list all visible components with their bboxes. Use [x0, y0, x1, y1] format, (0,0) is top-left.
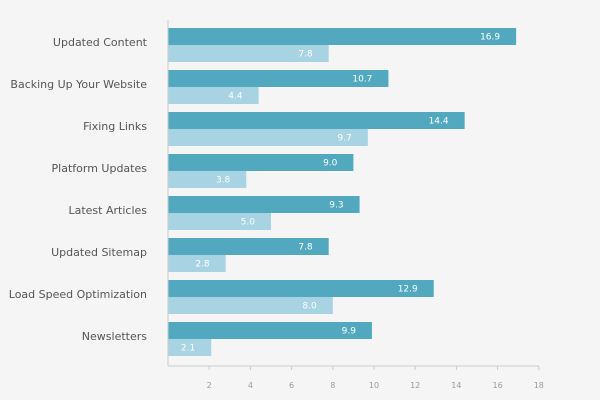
bar-series-1: [168, 70, 389, 87]
x-tick-label: 18: [534, 381, 544, 390]
bar-series-2: [168, 213, 271, 230]
bar-value-label: 12.9: [398, 285, 418, 295]
bar-series-1: [168, 322, 372, 339]
bar-value-label: 7.8: [298, 243, 313, 253]
bar-series-2: [168, 297, 333, 314]
bar-series-1: [168, 112, 465, 129]
category-label: Latest Articles: [68, 204, 147, 217]
bar-value-label: 7.8: [298, 50, 313, 60]
category-label: Fixing Links: [83, 120, 147, 133]
category-label: Backing Up Your Website: [10, 78, 147, 91]
bar-series-2: [168, 339, 212, 356]
category-label: Newsletters: [82, 330, 147, 343]
bar-value-label: 9.0: [323, 159, 338, 169]
x-tick-label: 12: [410, 381, 420, 390]
bar-series-1: [168, 238, 329, 255]
category-label: Updated Content: [53, 36, 148, 49]
x-tick-label: 2: [207, 381, 212, 390]
bar-value-label: 2.1: [181, 344, 195, 354]
category-labels: Updated Content Backing Up Your Website Fi…: [9, 36, 148, 343]
bar-series-1: [168, 28, 517, 45]
x-tick-label: 14: [451, 381, 461, 390]
x-tick-label: 6: [289, 381, 294, 390]
bar-value-label: 9.9: [342, 327, 357, 337]
x-tick-label: 16: [493, 381, 503, 390]
bar-value-label: 9.3: [329, 201, 343, 211]
bar-value-label: 2.8: [195, 260, 210, 270]
bar-series-1: [168, 154, 354, 171]
x-tick-label: 10: [369, 381, 379, 390]
x-tick-label: 4: [248, 381, 253, 390]
bar-series-1: [168, 196, 360, 213]
x-axis-ticks: 2 4 6 8 10 12 14 16 18: [207, 366, 544, 390]
bar-series-2: [168, 45, 329, 62]
bar-series-2: [168, 255, 226, 272]
bar-value-label: 3.8: [216, 176, 231, 186]
bar-series-2: [168, 129, 368, 146]
bar-series-1: [168, 280, 434, 297]
bar-value-label: 14.4: [429, 117, 449, 127]
bar-value-label: 16.9: [480, 33, 500, 43]
bar-value-label: 9.7: [337, 134, 351, 144]
category-label: Load Speed Optimization: [9, 288, 147, 301]
x-tick-label: 8: [330, 381, 335, 390]
bar-value-label: 5.0: [241, 218, 256, 228]
bar-value-label: 10.7: [352, 75, 372, 85]
bar-series-2: [168, 171, 247, 188]
bar-value-label: 8.0: [302, 302, 317, 312]
bars-layer: 16.9 7.8 10.7 4.4 14.4 9.7 9.0 3.8 9.3 5.0 7.8 2.8 1…: [168, 28, 517, 356]
bar-value-label: 4.4: [228, 92, 243, 102]
category-label: Updated Sitemap: [51, 246, 147, 259]
category-label: Platform Updates: [52, 162, 148, 175]
bar-series-2: [168, 87, 259, 104]
